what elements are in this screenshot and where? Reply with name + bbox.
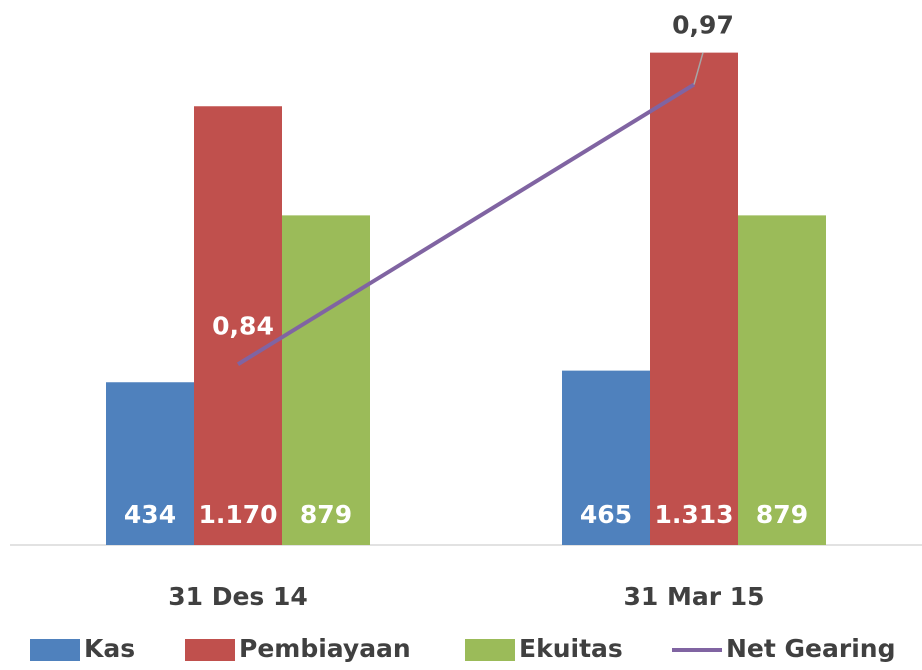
bar-value-label: 879 <box>756 500 808 529</box>
x-tick-label: 31 Mar 15 <box>623 582 764 611</box>
bar <box>650 52 738 545</box>
bar-value-label: 465 <box>580 500 632 529</box>
line-value-label: 0,97 <box>672 11 734 40</box>
legend-label: Ekuitas <box>519 634 623 663</box>
leader-line <box>693 52 704 85</box>
legend-label: Net Gearing <box>726 634 895 663</box>
legend-swatch <box>465 639 515 661</box>
line-value-label: 0,84 <box>212 311 274 340</box>
bar <box>106 382 194 545</box>
legend-swatch <box>30 639 80 661</box>
x-tick-label: 31 Des 14 <box>168 582 308 611</box>
bar-value-label: 879 <box>300 500 352 529</box>
bar <box>738 215 826 545</box>
bar-value-label: 1.170 <box>198 500 277 529</box>
legend-label: Kas <box>84 634 135 663</box>
legend-swatch <box>185 639 235 661</box>
bar-value-label: 1.313 <box>654 500 733 529</box>
legend-label: Pembiayaan <box>239 634 411 663</box>
bar <box>194 106 282 545</box>
bar <box>282 215 370 545</box>
line <box>236 82 696 366</box>
bar-value-label: 434 <box>124 500 176 529</box>
bar <box>562 370 650 545</box>
